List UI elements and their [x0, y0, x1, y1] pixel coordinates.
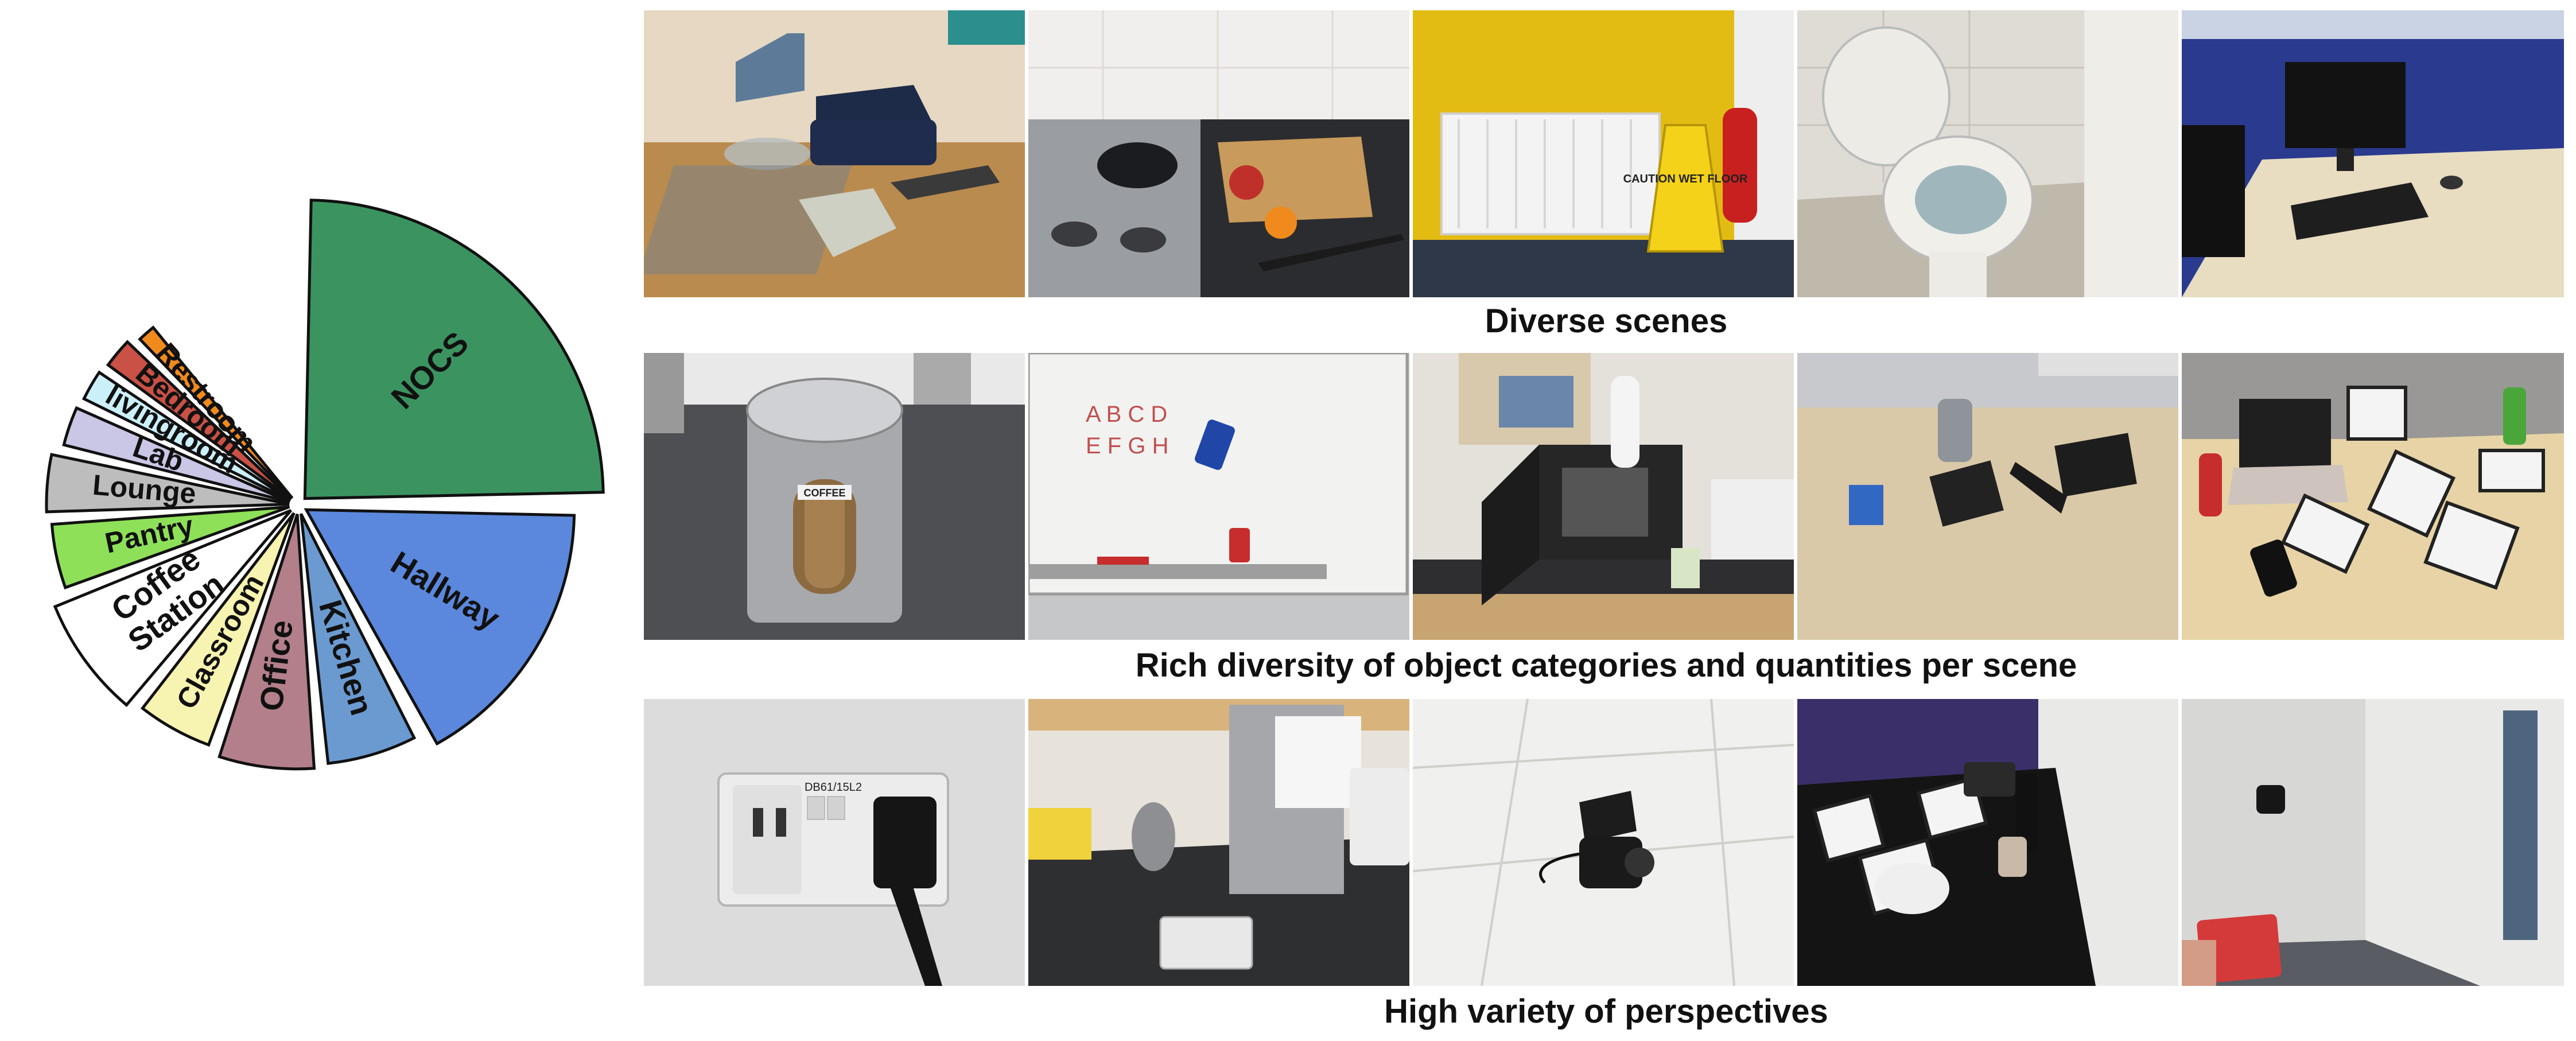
photo-living-room	[644, 10, 1025, 297]
photo-table-markers	[2182, 353, 2564, 640]
caption-diverse-scenes: Diverse scenes	[1485, 302, 1728, 340]
socket-label: DB61/15L2	[805, 781, 862, 794]
photo-kitchen-hob	[1028, 10, 1409, 297]
pie-slice-livingroom	[81, 370, 292, 502]
photo-table-objects	[1797, 353, 2178, 640]
photo-microwave	[1413, 353, 1794, 640]
photo-markers-bowl	[1797, 699, 2178, 986]
pie-slice-office	[217, 514, 316, 771]
pie-slice-classroom	[140, 512, 296, 747]
pie-slice-nocs	[303, 199, 605, 500]
scene-category-pie-chart: NOCSHallwayKitchenOfficeClassroomCoffeeS…	[45, 199, 605, 771]
pie-slice-coffee-station	[53, 509, 292, 708]
caution-sign-text: CAUTION WET FLOOR	[1623, 173, 1748, 185]
photo-restroom	[1797, 10, 2178, 297]
photo-ceiling-camera	[1413, 699, 1794, 986]
photo-wall-socket: DB61/15L2	[644, 699, 1025, 986]
photo-kettle-counter	[1028, 699, 1409, 986]
caption-perspectives: High variety of perspectives	[1384, 993, 1828, 1030]
pie-slice-restroom	[138, 325, 294, 499]
pie-slice-lounge	[45, 453, 290, 514]
photo-office-desk	[2182, 10, 2564, 297]
whiteboard-text-line1: A B C D	[1086, 402, 1167, 427]
caption-object-diversity: Rich diversity of object categories and …	[1135, 647, 2077, 684]
photo-door-card	[2182, 699, 2564, 986]
pie-slice-pantry	[50, 505, 290, 590]
pie-slice-kitchen	[300, 513, 417, 766]
photo-whiteboard: A B C D E F G H	[1028, 353, 1409, 640]
photo-yellow-wall: CAUTION WET FLOOR	[1413, 10, 1794, 297]
pie-slice-lab	[62, 406, 290, 504]
whiteboard-text-line2: E F G H	[1086, 433, 1168, 459]
pie-slice-bedroom	[106, 340, 293, 500]
coffee-label: COFFEE	[803, 487, 845, 499]
pie-slice-hallway	[304, 508, 576, 746]
photo-coffee-canister: COFFEE	[644, 353, 1025, 640]
